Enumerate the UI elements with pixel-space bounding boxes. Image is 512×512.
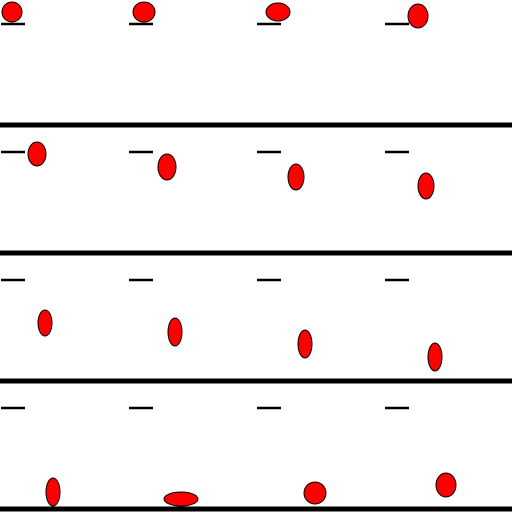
ledge-marks	[1, 22, 409, 410]
ball-frame-16-round	[435, 472, 457, 498]
ball-frame-10-tall	[167, 317, 183, 347]
ball-frame-3-wide	[265, 2, 291, 22]
row-dividers	[0, 122, 512, 512]
ball-frame-14-squashed	[163, 491, 199, 507]
ball-frame-5-tall	[27, 141, 47, 167]
ball-frame-2-round	[132, 1, 156, 23]
ball-frame-11-tall	[297, 329, 313, 359]
ball-frame-7-tall	[287, 163, 305, 191]
ball-frame-13-tall	[45, 477, 61, 507]
ball-frames	[1, 1, 457, 507]
ball-frame-12-tall	[427, 342, 443, 372]
ball-frame-15-round	[303, 481, 327, 505]
ball-frame-6-tall	[157, 153, 177, 181]
ball-frame-9-tall	[37, 309, 53, 337]
ball-frame-4-tall	[407, 3, 429, 29]
ball-frame-8-tall	[417, 172, 435, 200]
ball-frame-1-round	[1, 1, 23, 23]
